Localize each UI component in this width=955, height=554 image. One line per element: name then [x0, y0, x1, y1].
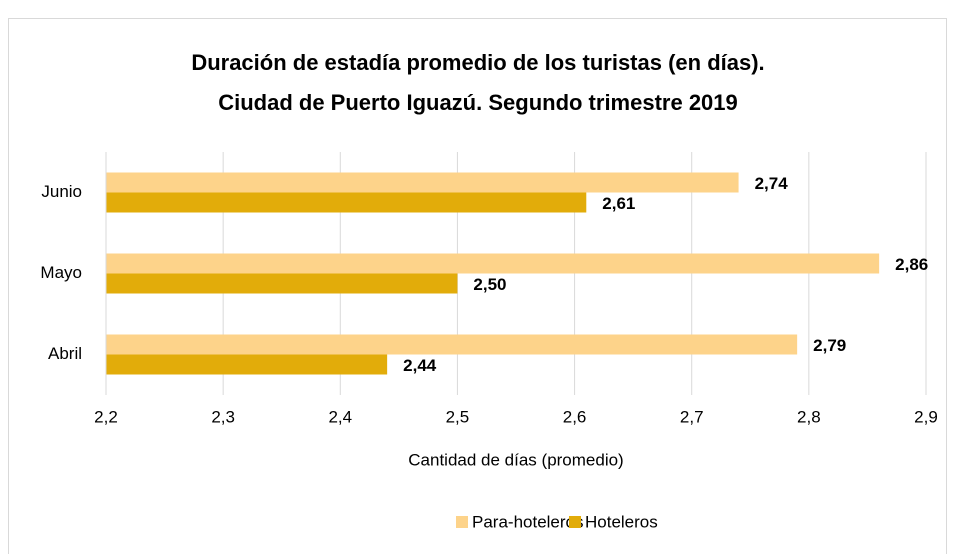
value-label: 2,79	[813, 336, 846, 355]
legend-swatch	[569, 516, 581, 528]
x-tick-label: 2,4	[328, 407, 352, 426]
x-tick-label: 2,9	[914, 407, 938, 426]
x-tick-label: 2,2	[94, 407, 118, 426]
y-tick-label: Mayo	[40, 263, 82, 282]
x-tick-label: 2,7	[680, 407, 704, 426]
bar	[106, 354, 388, 375]
bar	[106, 192, 587, 213]
bar	[106, 172, 739, 193]
x-tick-label: 2,3	[211, 407, 235, 426]
bar	[106, 273, 458, 294]
y-tick-label: Junio	[41, 182, 82, 201]
x-tick-label: 2,6	[563, 407, 587, 426]
chart-subtitle: Ciudad de Puerto Iguazú. Segundo trimest…	[218, 90, 738, 115]
bar	[106, 334, 798, 355]
legend-label: Para-hoteleros	[472, 512, 584, 531]
value-label: 2,61	[602, 194, 635, 213]
chart-title: Duración de estadía promedio de los turi…	[191, 50, 764, 75]
y-tick-label: Abril	[48, 344, 82, 363]
value-label: 2,44	[403, 356, 437, 375]
x-tick-label: 2,5	[446, 407, 470, 426]
x-axis-label: Cantidad de días (promedio)	[408, 450, 623, 469]
legend-swatch	[456, 516, 468, 528]
value-label: 2,50	[473, 275, 506, 294]
value-label: 2,74	[755, 174, 789, 193]
bar	[106, 253, 880, 274]
x-tick-label: 2,8	[797, 407, 821, 426]
legend-label: Hoteleros	[585, 512, 658, 531]
value-label: 2,86	[895, 255, 928, 274]
